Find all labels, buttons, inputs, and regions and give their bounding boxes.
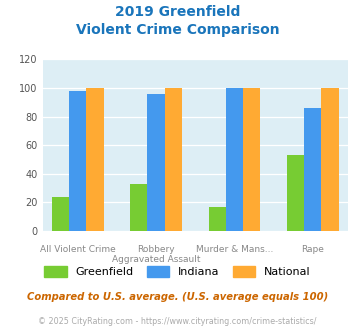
Bar — [287, 155, 304, 231]
Text: 2019 Greenfield: 2019 Greenfield — [115, 5, 240, 19]
Text: Robbery
Aggravated Assault: Robbery Aggravated Assault — [112, 245, 200, 264]
Bar — [321, 88, 339, 231]
Bar — [226, 88, 243, 231]
Text: © 2025 CityRating.com - https://www.cityrating.com/crime-statistics/: © 2025 CityRating.com - https://www.city… — [38, 317, 317, 326]
Bar — [304, 108, 321, 231]
Bar — [147, 94, 165, 231]
Text: Violent Crime Comparison: Violent Crime Comparison — [76, 23, 279, 37]
Bar — [208, 207, 226, 231]
Bar — [86, 88, 104, 231]
Bar — [243, 88, 260, 231]
Bar — [52, 197, 69, 231]
Text: Compared to U.S. average. (U.S. average equals 100): Compared to U.S. average. (U.S. average … — [27, 292, 328, 302]
Legend: Greenfield, Indiana, National: Greenfield, Indiana, National — [40, 261, 315, 281]
Bar — [130, 184, 147, 231]
Text: All Violent Crime: All Violent Crime — [40, 245, 116, 254]
Text: Rape: Rape — [301, 245, 324, 254]
Text: Murder & Mans...: Murder & Mans... — [196, 245, 273, 254]
Bar — [165, 88, 182, 231]
Bar — [69, 91, 86, 231]
